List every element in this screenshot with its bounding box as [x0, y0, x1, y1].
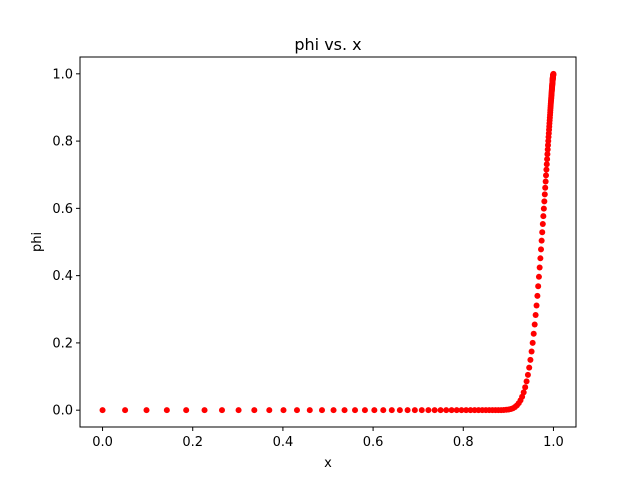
x-tick-label: 0.8 — [453, 435, 474, 450]
data-point — [122, 407, 129, 414]
data-point — [543, 166, 550, 173]
data-point — [522, 384, 529, 391]
x-tick-label: 0.2 — [182, 435, 203, 450]
data-point — [361, 407, 368, 414]
data-point — [380, 407, 387, 414]
data-point — [544, 151, 551, 158]
plot-frame — [79, 56, 577, 428]
data-point — [306, 407, 313, 414]
data-point — [550, 70, 557, 77]
data-point — [543, 172, 550, 179]
data-point — [529, 339, 536, 346]
data-point — [411, 407, 418, 414]
data-point — [542, 184, 549, 191]
data-point — [319, 407, 325, 414]
data-point — [235, 407, 242, 414]
data-point — [99, 407, 106, 414]
y-axis-ticks: 0.0 0.2 0.4 0.6 0.8 1.0 — [52, 67, 80, 419]
data-point — [396, 407, 403, 414]
x-tick-label: 1.0 — [543, 435, 564, 450]
data-point — [530, 330, 537, 337]
data-point — [341, 407, 348, 414]
data-point — [538, 246, 545, 253]
data-point — [293, 407, 300, 414]
data-point — [266, 407, 273, 414]
data-point — [543, 161, 550, 168]
data-point — [183, 407, 190, 414]
data-point — [531, 321, 538, 328]
data-point — [527, 356, 534, 363]
data-point — [251, 407, 258, 414]
data-point — [201, 407, 208, 414]
y-tick-label: 0.8 — [52, 135, 73, 150]
y-tick-label: 0.4 — [52, 269, 73, 284]
data-point — [425, 407, 432, 414]
data-point — [544, 156, 551, 163]
y-tick-label: 1.0 — [52, 67, 73, 82]
x-axis-ticks: 0.0 0.2 0.4 0.6 0.8 1.0 — [92, 427, 564, 450]
data-point — [330, 407, 337, 414]
data-point — [458, 407, 465, 414]
data-point — [463, 407, 470, 414]
data-point — [418, 407, 425, 414]
data-point — [532, 312, 539, 319]
data-point — [388, 407, 395, 414]
y-tick-label: 0.2 — [52, 336, 73, 351]
data-point — [404, 407, 411, 414]
data-points — [99, 70, 557, 414]
data-point — [437, 407, 444, 414]
chart-title: phi vs. x — [294, 35, 361, 54]
y-tick-label: 0.6 — [52, 202, 73, 217]
x-tick-label: 0.4 — [273, 435, 294, 450]
x-axis-label: x — [324, 456, 332, 471]
y-tick-label: 0.0 — [52, 404, 73, 419]
data-point — [539, 229, 546, 236]
data-point — [143, 407, 150, 414]
data-point — [538, 237, 545, 244]
data-point — [443, 407, 450, 414]
data-point — [544, 146, 551, 153]
data-point — [542, 178, 549, 185]
data-point — [539, 221, 546, 228]
data-point — [534, 292, 541, 299]
data-point — [528, 348, 535, 355]
data-point — [163, 407, 170, 414]
x-tick-label: 0.6 — [363, 435, 384, 450]
data-point — [537, 255, 544, 262]
data-point — [453, 407, 460, 414]
data-point — [536, 264, 543, 271]
x-tick-label: 0.0 — [92, 435, 113, 450]
data-point — [448, 407, 455, 414]
data-point — [540, 205, 547, 212]
data-point — [431, 407, 438, 414]
data-point — [541, 191, 548, 198]
data-point — [540, 213, 547, 220]
data-point — [535, 273, 542, 280]
data-point — [523, 378, 530, 385]
data-point — [541, 198, 548, 205]
data-point — [371, 407, 378, 414]
data-point — [520, 389, 527, 396]
y-axis-label: phi — [30, 232, 45, 252]
data-point — [467, 407, 474, 414]
data-point — [218, 407, 225, 414]
data-point — [352, 407, 359, 414]
data-point — [535, 283, 542, 290]
data-point — [280, 407, 287, 414]
data-point — [526, 364, 533, 371]
data-point — [524, 371, 531, 378]
data-point — [533, 302, 540, 309]
